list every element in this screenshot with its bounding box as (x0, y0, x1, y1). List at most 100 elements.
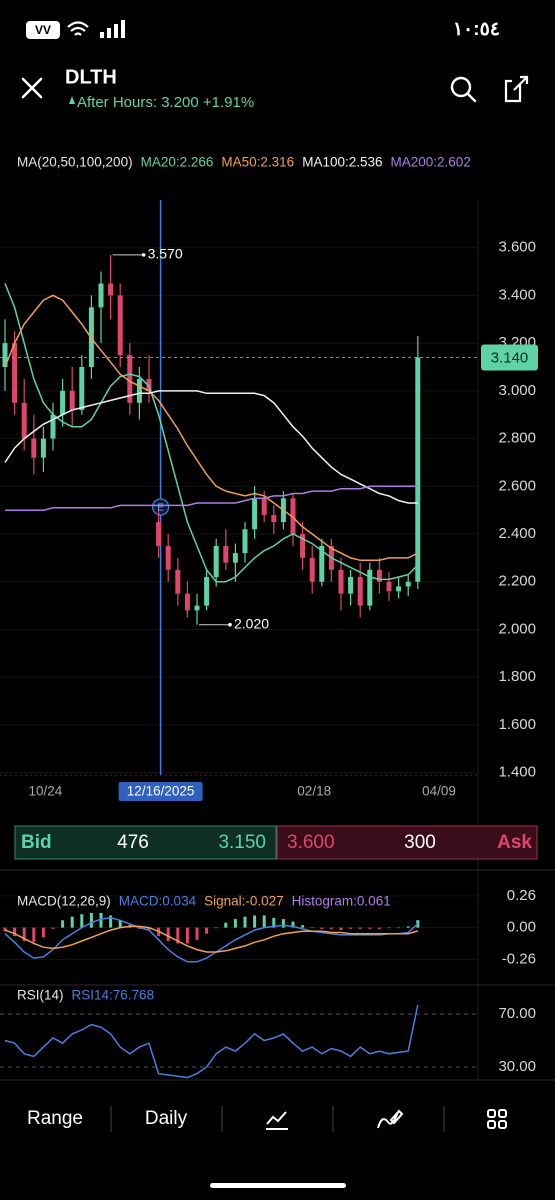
candle-body (357, 576, 363, 606)
candle-body (165, 545, 171, 570)
candle-body (261, 498, 267, 515)
candle-body (117, 295, 123, 356)
draw-icon (377, 1109, 404, 1129)
layout-button[interactable] (487, 1109, 507, 1129)
candle-body (386, 581, 392, 592)
candle-body (396, 586, 402, 592)
interval-button[interactable]: Daily (145, 1108, 188, 1129)
histogram-bar (118, 920, 122, 928)
last-price-tag (481, 344, 538, 371)
signal-bar (121, 20, 125, 38)
layout-cell (498, 1120, 507, 1129)
histogram-bar (349, 927, 353, 929)
draw-button[interactable] (377, 1109, 404, 1129)
candle-body (376, 569, 382, 582)
share-button[interactable] (504, 75, 529, 103)
legend-entry: MA200:2.602 (391, 155, 471, 170)
legend-entry: MACD:0.034 (119, 894, 197, 909)
event-marker (151, 498, 170, 516)
x-tick-label: 02/18 (297, 784, 331, 799)
histogram-bar (166, 927, 170, 942)
histogram-bar (147, 927, 151, 931)
candle-body (232, 553, 238, 563)
signal-icon (100, 20, 125, 38)
search-button[interactable] (450, 76, 477, 103)
histogram-bar (185, 927, 189, 944)
ask-box (276, 825, 538, 860)
candle-body (79, 367, 85, 410)
after-hours: After Hours: 3.200 +1.91% (77, 94, 254, 111)
histogram-bar (358, 927, 362, 929)
bid-price: 3.150 (218, 832, 266, 853)
histogram-bar (320, 927, 324, 929)
histogram-bar (329, 927, 333, 929)
candle-body (69, 390, 75, 410)
symbol: DLTH (65, 66, 117, 88)
share-box (504, 79, 522, 103)
ask-size: 300 (404, 832, 436, 853)
layout-cell (487, 1120, 496, 1129)
candle-body (12, 343, 18, 403)
search-handle (466, 92, 477, 103)
legend-entry: Histogram:0.061 (292, 894, 391, 909)
candle-body (156, 522, 162, 546)
y-tick-label: 0.00 (507, 919, 536, 936)
y-tick-label: -0.26 (502, 950, 536, 967)
bid-size: 476 (117, 832, 149, 853)
candle-body (252, 498, 258, 530)
histogram-bar (253, 915, 257, 928)
candle-body (290, 498, 296, 535)
histogram-bar (22, 927, 26, 942)
legend-entry: MA100:2.536 (302, 155, 382, 170)
bid-box (14, 825, 277, 860)
last-price-label: 3.140 (491, 349, 529, 366)
candle-body (204, 576, 210, 606)
up-arrow (69, 96, 75, 104)
histogram-bar (176, 927, 180, 944)
legend-entry: MACD(12,26,9) (17, 894, 111, 909)
y-tick-label: 2.200 (498, 573, 536, 590)
candle-body (242, 529, 248, 554)
histogram-bar (377, 927, 381, 929)
indicator-line (4, 294, 419, 562)
candle-body (338, 569, 344, 594)
histogram-bar (3, 927, 7, 932)
signal-bar (100, 32, 104, 38)
candle-body (415, 357, 421, 582)
range-button[interactable]: Range (27, 1108, 83, 1129)
y-tick-label: 0.26 (507, 887, 536, 904)
candle-body (108, 283, 114, 296)
legend-entry: MA50:2.316 (221, 155, 294, 170)
candle-body (175, 569, 181, 594)
candle-body (309, 557, 315, 582)
signal-bar (114, 24, 118, 38)
carrier: VV (35, 23, 51, 37)
clock: ١٠:٥٤ (453, 19, 500, 40)
candle-body (194, 605, 200, 611)
candle-body (21, 402, 27, 439)
y-tick-label: 2.600 (498, 477, 536, 494)
legend-entry: MA(20,50,100,200) (17, 155, 133, 170)
histogram-bar (195, 927, 199, 940)
histogram-bar (80, 914, 84, 928)
candle-body (300, 534, 306, 558)
y-tick-label: 1.800 (498, 668, 536, 685)
candle-body (223, 545, 229, 563)
indicator-line (5, 485, 418, 511)
legend-entry: RSI14:76.768 (72, 988, 155, 1003)
crosshair-label-bg (118, 782, 203, 801)
histogram-bar (310, 927, 314, 929)
close-button[interactable] (21, 77, 43, 99)
histogram-bar (387, 927, 391, 929)
candle-body (98, 283, 104, 308)
candle-body (50, 414, 56, 439)
carrier-badge (26, 21, 60, 39)
histogram-bar (214, 927, 218, 929)
indicator-button[interactable] (266, 1111, 288, 1130)
share-arrow (513, 75, 529, 91)
y-tick-label: 1.600 (498, 716, 536, 733)
legend-entry: RSI(14) (17, 988, 64, 1003)
y-tick-label: 3.000 (498, 382, 536, 399)
y-tick-label: 3.600 (498, 239, 536, 256)
